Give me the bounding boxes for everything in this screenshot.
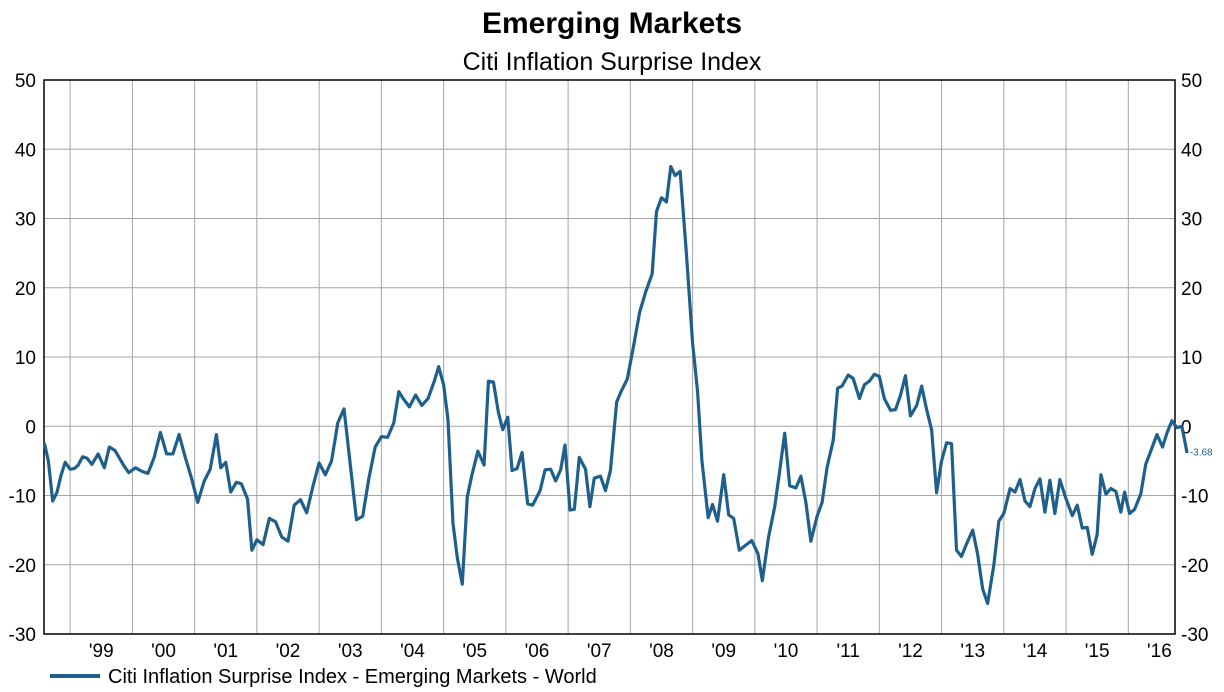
y-tick-label-left: 0 [25,417,36,438]
y-tick-label-right: -10 [1181,487,1208,508]
last-value-label: -3.68 [1190,448,1213,459]
legend: Citi Inflation Surprise Index - Emerging… [50,666,597,688]
x-tick-label: '03 [338,641,363,662]
y-tick-label-right: -30 [1181,625,1208,646]
x-tick-label: '13 [960,641,985,662]
plot-frame [43,79,1176,635]
y-tick-label-left: 50 [15,71,36,92]
y-tick-label-left: 10 [15,348,36,369]
x-tick-label: '04 [400,641,425,662]
x-tick-label: '05 [462,641,487,662]
y-tick-label-right: 0 [1181,417,1192,438]
x-tick-label: '01 [213,641,238,662]
y-tick-label-right: -20 [1181,556,1208,577]
x-tick-label: '02 [276,641,301,662]
y-tick-label-right: 40 [1181,140,1202,161]
x-tick-label: '99 [89,641,114,662]
y-tick-label-right: 10 [1181,348,1202,369]
x-tick-label: '11 [837,641,860,662]
y-tick-label-left: 40 [15,140,36,161]
x-tick-label: '15 [1085,641,1110,662]
y-tick-label-right: 50 [1181,71,1202,92]
x-tick-label: '09 [711,641,736,662]
y-tick-label-left: 20 [15,279,36,300]
legend-label: Citi Inflation Surprise Index - Emerging… [108,666,597,688]
y-tick-label-left: -30 [9,625,36,646]
x-tick-label: '14 [1023,641,1048,662]
y-tick-label-left: -10 [9,487,36,508]
x-tick-label: '07 [587,641,612,662]
series-layer: -3.68 [43,164,1213,606]
y-tick-label-left: 30 [15,210,36,231]
axis-layer: 50 50 40 40 30 30 20 20 10 10 0 0 -10 -10 -20 -20 -30 -30… [9,71,1209,662]
y-tick-label-right: 30 [1181,210,1202,231]
x-tick-label: '00 [151,641,176,662]
x-tick-label: '10 [774,641,799,662]
x-tick-label: '16 [1147,641,1172,662]
x-tick-label: '06 [525,641,550,662]
series-line [43,164,1189,606]
chart-title: Emerging Markets [482,7,742,40]
y-tick-label-left: -20 [9,556,36,577]
grid-layer [44,79,1175,635]
x-tick-label: '08 [649,641,674,662]
x-tick-label: '12 [898,641,923,662]
y-tick-label-right: 20 [1181,279,1202,300]
chart-subtitle: Citi Inflation Surprise Index [463,48,762,76]
